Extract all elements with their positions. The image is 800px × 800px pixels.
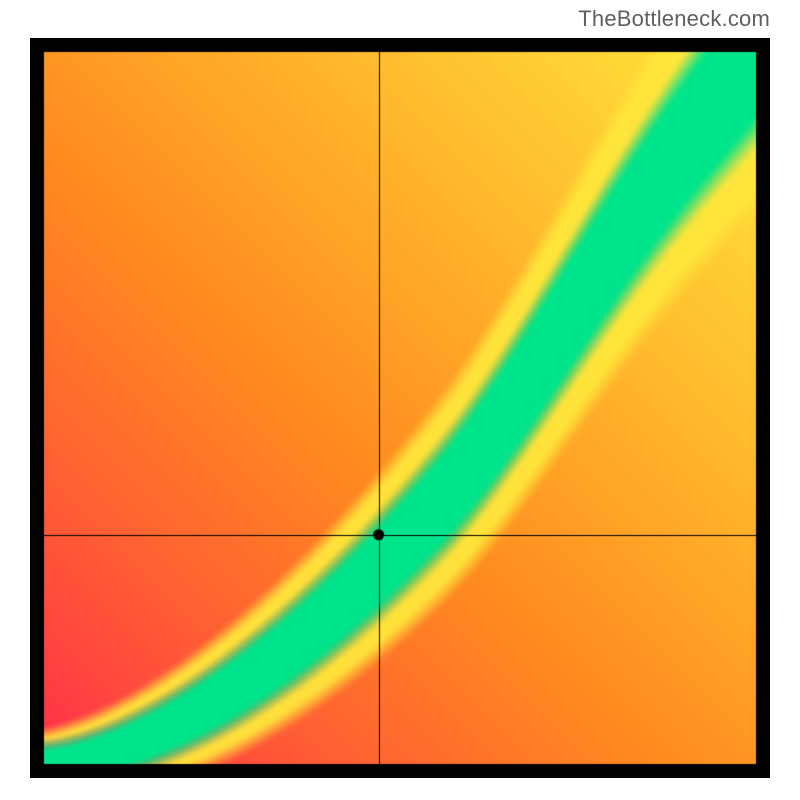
plot-area [30, 38, 770, 778]
watermark-text: TheBottleneck.com [578, 6, 770, 32]
chart-container: TheBottleneck.com [0, 0, 800, 800]
heatmap-canvas [30, 38, 770, 778]
